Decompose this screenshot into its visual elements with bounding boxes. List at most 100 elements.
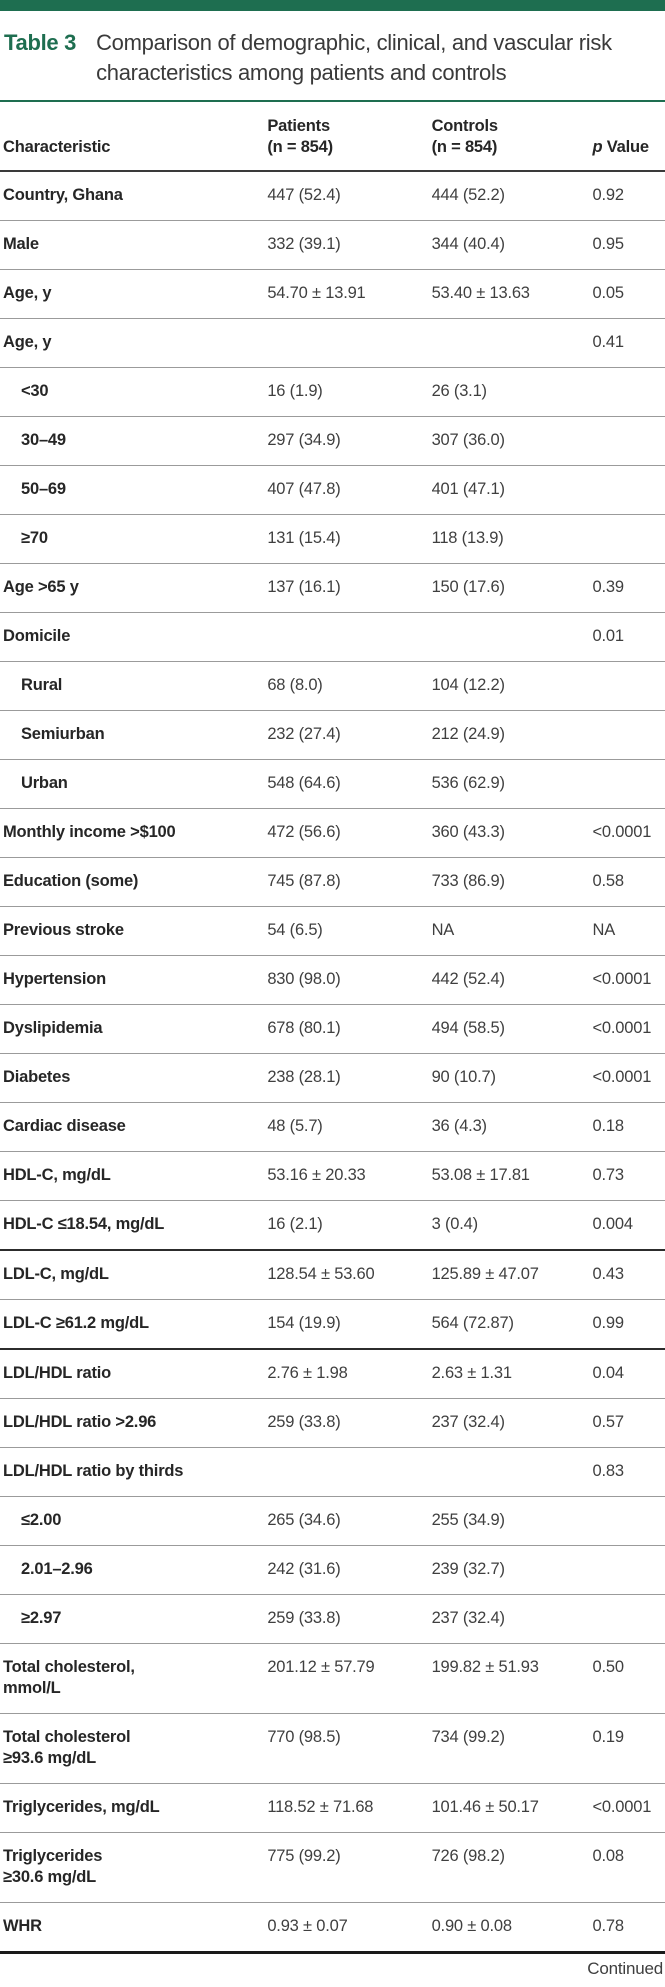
row-label: Age, y [0,270,267,319]
row-label: ≥2.97 [0,1595,267,1644]
p-value: 0.39 [593,564,665,613]
patients-value: 54 (6.5) [267,907,431,956]
patients-value [267,613,431,662]
row-label: ≥70 [0,515,267,564]
patients-value: 68 (8.0) [267,662,431,711]
row-label: Hypertension [0,956,267,1005]
controls-value: 307 (36.0) [432,417,593,466]
p-value: 0.78 [593,1903,665,1952]
p-value: <0.0001 [593,1054,665,1103]
table-title: Comparison of demographic, clinical, and… [96,28,636,88]
row-label: Cardiac disease [0,1103,267,1152]
patients-value: 16 (2.1) [267,1201,431,1251]
p-value: 0.83 [593,1448,665,1497]
controls-value: 36 (4.3) [432,1103,593,1152]
controls-value: 212 (24.9) [432,711,593,760]
controls-value: 360 (43.3) [432,809,593,858]
row-label: 2.01–2.96 [0,1546,267,1595]
p-value [593,711,665,760]
row-label: Triglycerides ≥30.6 mg/dL [0,1833,267,1903]
row-label: HDL-C, mg/dL [0,1152,267,1201]
patients-value: 775 (99.2) [267,1833,431,1903]
p-value-rest: Value [602,138,649,156]
controls-value: 733 (86.9) [432,858,593,907]
controls-value: 255 (34.9) [432,1497,593,1546]
controls-value: 564 (72.87) [432,1300,593,1350]
controls-value: 2.63 ± 1.31 [432,1349,593,1399]
patients-value: 53.16 ± 20.33 [267,1152,431,1201]
patients-value: 238 (28.1) [267,1054,431,1103]
row-label: ≤2.00 [0,1497,267,1546]
row-label: 30–49 [0,417,267,466]
row-label: Urban [0,760,267,809]
patients-value: 137 (16.1) [267,564,431,613]
p-value: 0.41 [593,319,665,368]
header-row: Characteristic Patients (n = 854) Contro… [0,102,665,171]
patients-value [267,319,431,368]
controls-value: 344 (40.4) [432,221,593,270]
p-value: 0.73 [593,1152,665,1201]
p-value: 0.01 [593,613,665,662]
patients-value [267,1448,431,1497]
row-label: Diabetes [0,1054,267,1103]
row-label: Semiurban [0,711,267,760]
controls-value: 237 (32.4) [432,1399,593,1448]
p-value [593,1546,665,1595]
controls-value: 536 (62.9) [432,760,593,809]
p-value [593,466,665,515]
patients-value: 232 (27.4) [267,711,431,760]
controls-value: 237 (32.4) [432,1595,593,1644]
patients-value: 2.76 ± 1.98 [267,1349,431,1399]
row-label: LDL/HDL ratio [0,1349,267,1399]
patients-value: 118.52 ± 71.68 [267,1784,431,1833]
controls-value: 726 (98.2) [432,1833,593,1903]
controls-value [432,613,593,662]
controls-value: 444 (52.2) [432,171,593,221]
row-label: Monthly income >$100 [0,809,267,858]
p-value: 0.95 [593,221,665,270]
patients-value: 548 (64.6) [267,760,431,809]
p-value: NA [593,907,665,956]
table-row: Education (some)745 (87.8)733 (86.9)0.58 [0,858,665,907]
table-number-label: Table 3 [4,28,76,58]
patients-value: 48 (5.7) [267,1103,431,1152]
patients-value: 265 (34.6) [267,1497,431,1546]
column-header-patients: Patients (n = 854) [267,102,431,171]
patients-value: 259 (33.8) [267,1595,431,1644]
row-label: LDL/HDL ratio >2.96 [0,1399,267,1448]
patients-value: 770 (98.5) [267,1714,431,1784]
top-accent-bar [0,0,665,11]
controls-value: NA [432,907,593,956]
controls-value: 199.82 ± 51.93 [432,1644,593,1714]
p-value: 0.05 [593,270,665,319]
controls-value: 150 (17.6) [432,564,593,613]
p-value: <0.0001 [593,1784,665,1833]
p-value: 0.92 [593,171,665,221]
continued-note: Continued [0,1954,665,1987]
p-value: 0.08 [593,1833,665,1903]
p-value [593,760,665,809]
controls-value: 104 (12.2) [432,662,593,711]
p-value: 0.18 [593,1103,665,1152]
p-value: 0.004 [593,1201,665,1251]
controls-value: 442 (52.4) [432,956,593,1005]
row-label: WHR [0,1903,267,1952]
patients-value: 407 (47.8) [267,466,431,515]
patients-value: 131 (15.4) [267,515,431,564]
